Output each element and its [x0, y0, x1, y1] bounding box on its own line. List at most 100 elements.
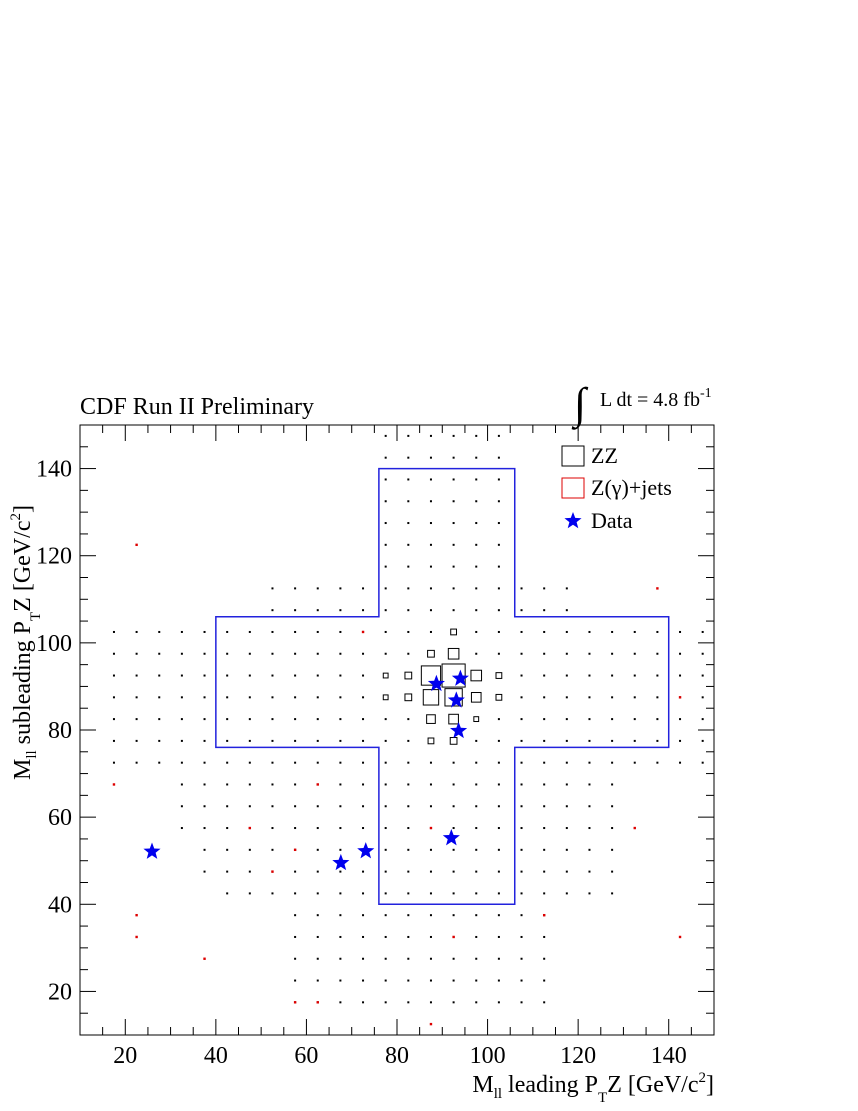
zz-bin-dot [384, 478, 387, 481]
zz-bin-dot [316, 805, 319, 808]
zjets-bin [248, 826, 252, 830]
zz-bin-dot [656, 674, 659, 677]
zz-bin-dot [316, 979, 319, 982]
x-tick-label: 80 [385, 1043, 409, 1069]
zz-bin-dot [294, 957, 297, 960]
zz-bin-dot [452, 609, 455, 612]
x-tick-labels: 20 40 60 80 100 120 140 [113, 1043, 686, 1069]
luminosity-main: L dt = 4.8 fb [600, 389, 700, 411]
zz-bin-dot [362, 609, 365, 612]
zz-bin-dot [407, 935, 410, 938]
zz-bin-dot [520, 827, 523, 830]
zz-bin-dot [588, 739, 591, 742]
zz-bin-dot [203, 870, 206, 873]
zz-bin-dot [112, 630, 115, 633]
zjets-bin [542, 913, 546, 917]
zz-bin-dot [203, 805, 206, 808]
zz-bin-dot [248, 718, 251, 721]
zz-bin-dot [565, 696, 568, 699]
zz-bin-dot [588, 870, 591, 873]
zz-bin-dot [429, 434, 432, 437]
zz-bin-dot [452, 500, 455, 503]
data-point-star [332, 853, 350, 871]
zz-bin-dot [611, 652, 614, 655]
zz-bin-dot [497, 805, 500, 808]
zz-bin-dot [452, 543, 455, 546]
zz-bin-dot [611, 761, 614, 764]
zz-bin-dot [407, 478, 410, 481]
zz-bin-dot [407, 522, 410, 525]
zz-bin-dot [520, 848, 523, 851]
zz-bin-dot [362, 914, 365, 917]
zz-bin-dot [452, 827, 455, 830]
zz-bin-dot [588, 805, 591, 808]
y-tick-label: 40 [48, 892, 72, 918]
data-point-star [357, 842, 375, 859]
zz-bin-dot [226, 674, 229, 677]
zz-bin-dot [543, 827, 546, 830]
zz-bin-dot [497, 456, 500, 459]
zz-bin-dot [180, 696, 183, 699]
zz-bin-dot [679, 718, 682, 721]
zz-bin-dot [452, 478, 455, 481]
zz-bin-dot [475, 565, 478, 568]
zz-bin-dot [180, 652, 183, 655]
zz-bin-dot [611, 805, 614, 808]
zz-bin-dot [226, 652, 229, 655]
zz-bin-dot [271, 827, 274, 830]
zz-bin-dot [384, 827, 387, 830]
zz-bin-dot [158, 652, 161, 655]
zz-bin-dot [158, 696, 161, 699]
zz-bin-dot [226, 718, 229, 721]
zz-bin-dot [429, 478, 432, 481]
zz-bin-dot [565, 892, 568, 895]
x-axis-title: Mll leading PTZ [GeV/c2] [472, 1070, 714, 1106]
zz-bin-dot [475, 609, 478, 612]
zz-bin-dot [588, 827, 591, 830]
zz-bin-dot [158, 718, 161, 721]
zz-bin-dot [271, 674, 274, 677]
zz-bin-dot [497, 565, 500, 568]
zz-bin-dot [475, 979, 478, 982]
zz-bin-dot [384, 957, 387, 960]
zz-bin-dot [271, 718, 274, 721]
zz-bin-dot [271, 609, 274, 612]
zz-bin-dot [452, 761, 455, 764]
zz-bin-dot [565, 630, 568, 633]
zz-bin-dot [294, 739, 297, 742]
zz-bin-dot [588, 783, 591, 786]
zz-bin-dot [429, 565, 432, 568]
zz-bin-dot [407, 1001, 410, 1004]
y-tick-label: 80 [48, 718, 72, 744]
chart-title: CDF Run II Preliminary [80, 394, 314, 420]
zz-bin-dot [475, 500, 478, 503]
zz-bin-dot [429, 522, 432, 525]
zz-bin-dot [429, 783, 432, 786]
luminosity-annotation: ∫ L dt = 4.8 fb-1 [571, 379, 712, 430]
zz-bin-dot [339, 805, 342, 808]
zz-bin-dot [679, 761, 682, 764]
zz-bin-dot [384, 630, 387, 633]
zz-bin-dot [475, 783, 478, 786]
zz-bin-dot [475, 805, 478, 808]
x-title-sub1: ll [494, 1086, 502, 1102]
zz-bin-dot [520, 587, 523, 590]
zz-bin-dot [384, 783, 387, 786]
zz-bin-dot [633, 696, 636, 699]
zz-bin [382, 672, 389, 679]
zz-bin-dot [271, 892, 274, 895]
zz-bin-dot [316, 957, 319, 960]
zz-bin-dot [226, 805, 229, 808]
zz-bin-dot [384, 979, 387, 982]
zz-bin-dot [475, 630, 478, 633]
zz-bin-dot [203, 827, 206, 830]
zjets-bin [656, 587, 659, 590]
zz-bin-dot [611, 739, 614, 742]
zz-bin-dot [135, 761, 138, 764]
zz-bin-dot [271, 848, 274, 851]
zz-bin-dot [429, 761, 432, 764]
zz-bin-dot [271, 630, 274, 633]
zz-bin-dot [362, 587, 365, 590]
zz-bin-dot [588, 761, 591, 764]
zz-bin-dot [362, 783, 365, 786]
